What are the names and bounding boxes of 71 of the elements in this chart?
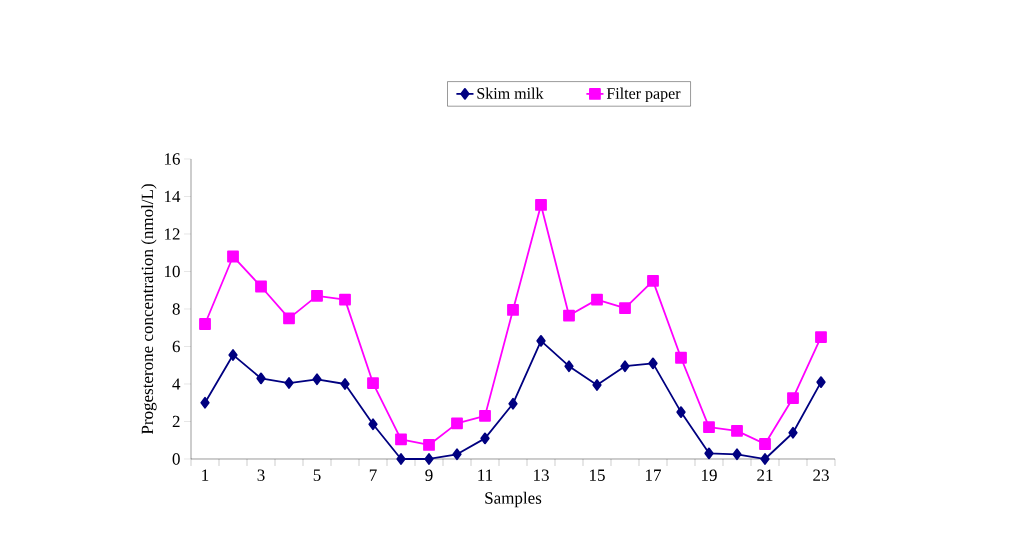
x-tick-label: 1 (202, 469, 209, 481)
x-tick-label: 17 (645, 469, 662, 481)
legend-label: Filter paper (606, 87, 681, 103)
point (703, 421, 715, 434)
y-tick-label: 14 (164, 190, 181, 203)
x-tick-label: 15 (589, 469, 605, 481)
y-tick-label: 6 (172, 340, 180, 353)
point (283, 312, 295, 325)
point (731, 424, 743, 437)
point (395, 433, 407, 446)
point (255, 280, 267, 293)
point (508, 397, 518, 410)
x-tick-label: 5 (313, 469, 321, 481)
point (256, 372, 266, 385)
point (480, 432, 490, 445)
point (675, 351, 687, 364)
point (424, 453, 434, 465)
point (451, 417, 463, 430)
point (816, 376, 826, 389)
point (760, 453, 770, 465)
point (563, 309, 575, 322)
x-tick-label: 13 (533, 469, 549, 481)
point (368, 418, 378, 431)
point (228, 349, 238, 361)
point (647, 274, 659, 287)
point (452, 448, 462, 461)
point (367, 377, 379, 389)
y-tick-label: 10 (164, 265, 180, 278)
point (620, 360, 630, 373)
point (311, 289, 323, 302)
y-tick-label: 8 (172, 303, 180, 315)
point (312, 373, 322, 386)
legend-label: Skim milk (477, 87, 544, 99)
point (732, 448, 742, 461)
point (815, 331, 827, 344)
x-tick-label: 11 (478, 469, 493, 481)
y-tick-label: 12 (164, 228, 180, 240)
point (704, 447, 714, 460)
point (284, 377, 294, 389)
point (759, 438, 771, 450)
point (788, 426, 798, 439)
point (676, 406, 686, 419)
y-tick-label: 2 (172, 415, 180, 428)
point (227, 250, 239, 263)
point (536, 334, 546, 347)
point (507, 304, 519, 316)
point (787, 392, 799, 404)
x-axis-title: Samples (485, 491, 542, 508)
y-axis-title: Progesterone concentration (nmol/L) (141, 184, 157, 435)
point (340, 378, 350, 390)
point (339, 293, 351, 306)
y-tick-label: 0 (172, 453, 180, 465)
point (199, 318, 211, 330)
point (591, 293, 603, 306)
point (592, 379, 602, 391)
point (200, 396, 210, 409)
x-tick-label: 21 (757, 469, 773, 481)
x-tick-label: 9 (425, 469, 433, 481)
point (564, 360, 574, 373)
y-tick-label: 16 (164, 153, 180, 165)
x-tick-label: 3 (257, 469, 265, 481)
y-tick-label: 4 (172, 378, 181, 390)
point (396, 453, 406, 465)
point (648, 357, 658, 370)
x-tick-label: 7 (369, 469, 377, 481)
point (479, 409, 491, 422)
point (535, 199, 547, 211)
x-tick-label: 23 (813, 469, 829, 481)
point (619, 302, 631, 314)
point (423, 439, 435, 451)
x-tick-label: 19 (701, 469, 717, 481)
